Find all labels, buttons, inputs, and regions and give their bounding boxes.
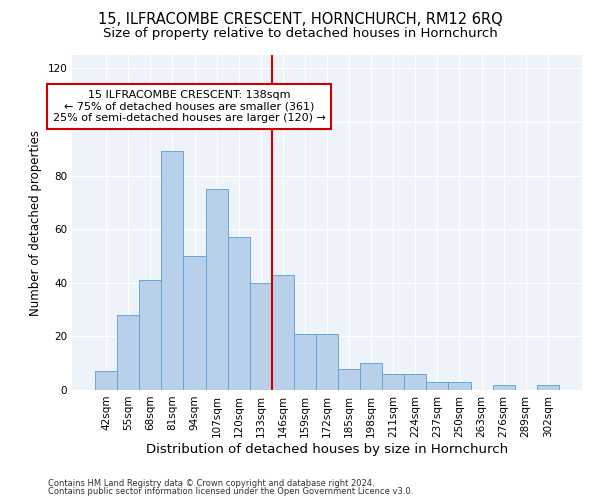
Bar: [382, 374, 404, 390]
Bar: [117, 315, 139, 390]
Bar: [427, 382, 448, 390]
Text: 15 ILFRACOMBE CRESCENT: 138sqm
← 75% of detached houses are smaller (361)
25% of: 15 ILFRACOMBE CRESCENT: 138sqm ← 75% of …: [53, 90, 325, 123]
X-axis label: Distribution of detached houses by size in Hornchurch: Distribution of detached houses by size …: [146, 442, 508, 456]
Bar: [272, 275, 294, 390]
Bar: [227, 237, 250, 390]
Bar: [338, 368, 360, 390]
Bar: [404, 374, 427, 390]
Text: 15, ILFRACOMBE CRESCENT, HORNCHURCH, RM12 6RQ: 15, ILFRACOMBE CRESCENT, HORNCHURCH, RM1…: [98, 12, 502, 28]
Bar: [250, 283, 272, 390]
Bar: [316, 334, 338, 390]
Y-axis label: Number of detached properties: Number of detached properties: [29, 130, 42, 316]
Bar: [493, 384, 515, 390]
Bar: [139, 280, 161, 390]
Bar: [95, 371, 117, 390]
Text: Size of property relative to detached houses in Hornchurch: Size of property relative to detached ho…: [103, 28, 497, 40]
Text: Contains HM Land Registry data © Crown copyright and database right 2024.: Contains HM Land Registry data © Crown c…: [48, 478, 374, 488]
Text: Contains public sector information licensed under the Open Government Licence v3: Contains public sector information licen…: [48, 487, 413, 496]
Bar: [448, 382, 470, 390]
Bar: [161, 152, 184, 390]
Bar: [360, 363, 382, 390]
Bar: [184, 256, 206, 390]
Bar: [294, 334, 316, 390]
Bar: [537, 384, 559, 390]
Bar: [206, 189, 227, 390]
